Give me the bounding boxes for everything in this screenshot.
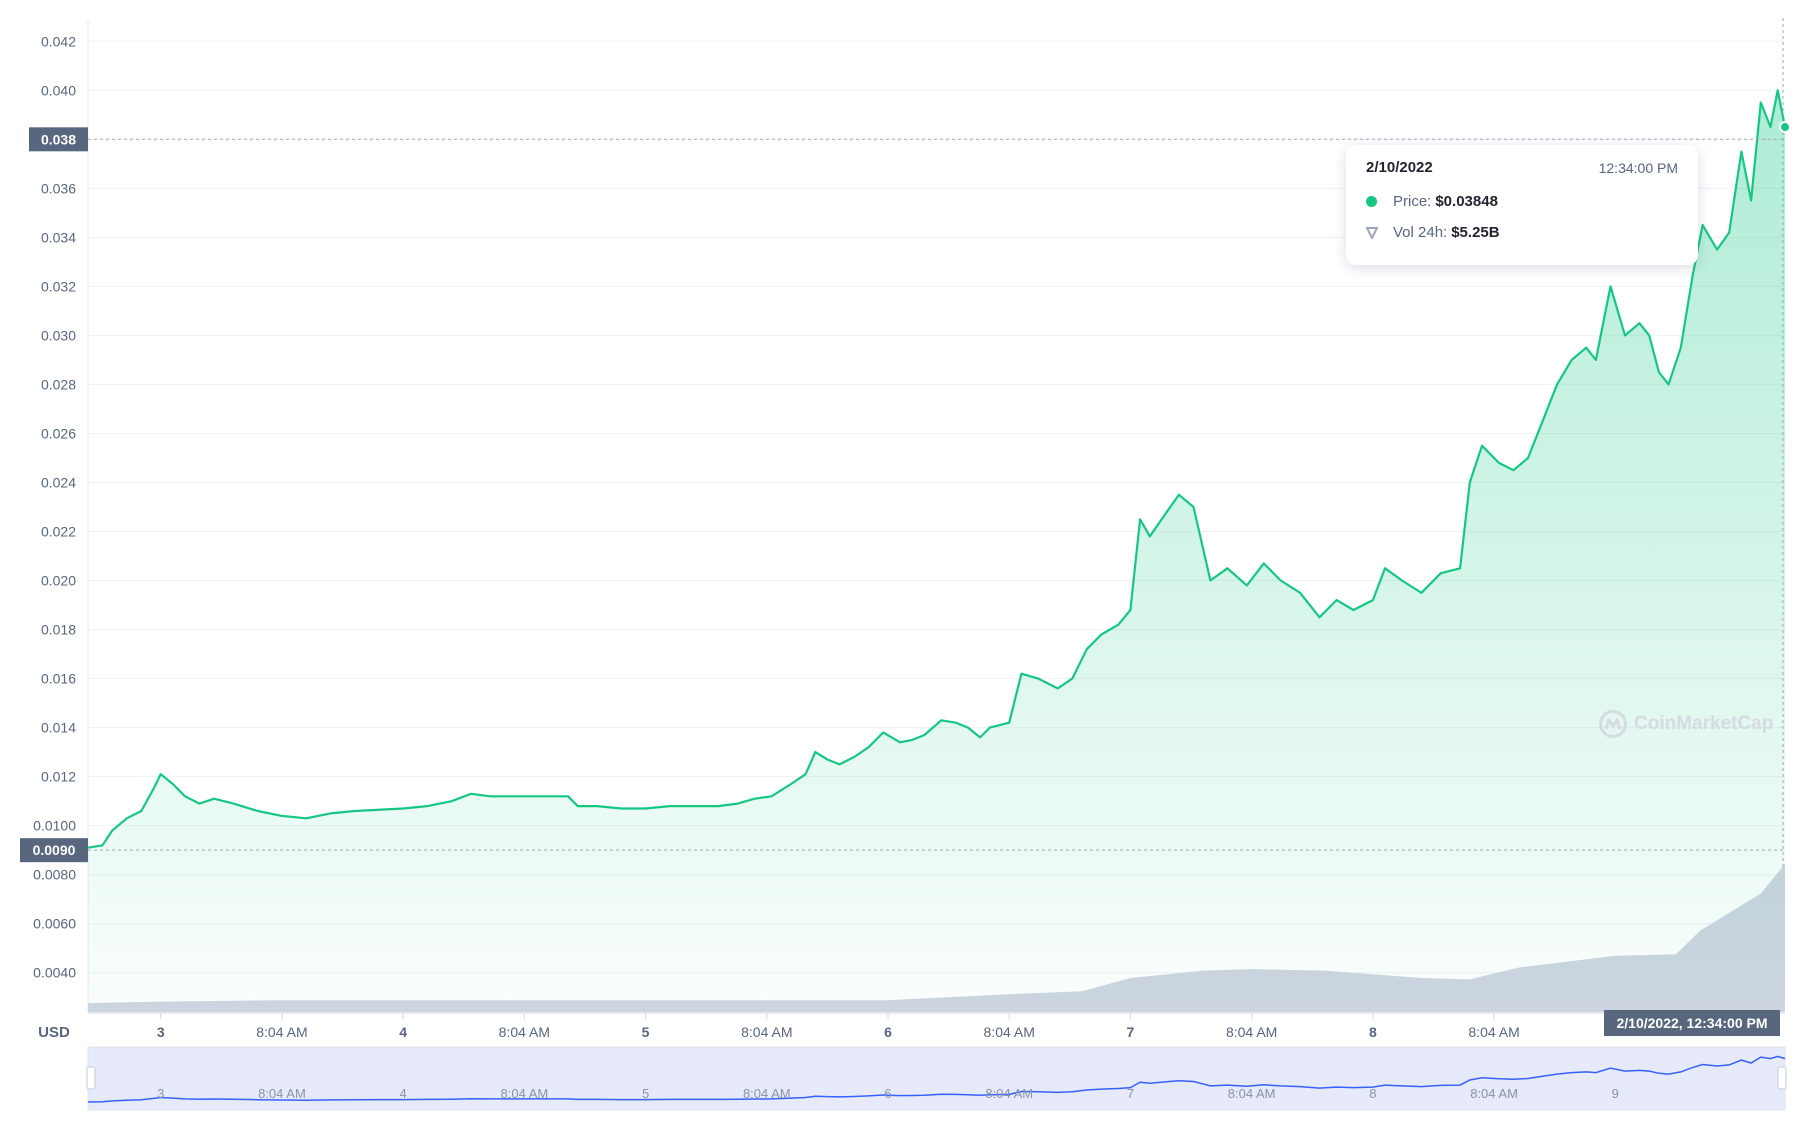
y-tick-label: 0.020 bbox=[41, 573, 76, 589]
y-tick-label: 0.014 bbox=[41, 720, 76, 736]
navigator-tick-label: 8 bbox=[1369, 1086, 1376, 1101]
tooltip-date: 2/10/2022 bbox=[1366, 159, 1433, 176]
y-tick-label: 0.012 bbox=[41, 769, 76, 785]
y-tick-label: 0.018 bbox=[41, 622, 76, 638]
y-tick-label: 0.022 bbox=[41, 524, 76, 540]
price-dot-icon bbox=[1366, 196, 1377, 207]
y-tick-label: 0.032 bbox=[41, 278, 76, 294]
coinmarketcap-logo-icon bbox=[1599, 710, 1627, 738]
navigator-line bbox=[87, 1055, 1786, 1103]
x-tick-label: 6 bbox=[884, 1024, 892, 1040]
y-tick-label: 0.026 bbox=[41, 425, 76, 441]
x-tick-label: 8:04 AM bbox=[1226, 1024, 1277, 1040]
navigator-tick-label: 3 bbox=[157, 1086, 164, 1101]
current-time-label-bg bbox=[1604, 1010, 1780, 1036]
x-tick-label: 8:04 AM bbox=[499, 1024, 550, 1040]
x-tick-label: 8:04 AM bbox=[256, 1024, 307, 1040]
x-tick-label: 8 bbox=[1369, 1024, 1377, 1040]
tooltip-volume-label: Vol 24h: bbox=[1393, 224, 1448, 241]
tooltip-price-row: Price: $0.03848 bbox=[1366, 193, 1498, 210]
low-price-label-bg bbox=[20, 838, 88, 863]
navigator-tick-label: 8:04 AM bbox=[501, 1086, 549, 1101]
coinmarketcap-watermark: CoinMarketCap bbox=[1598, 709, 1773, 739]
y-tick-label: 0.040 bbox=[41, 82, 76, 98]
current-time-label: 2/10/2022, 12:34:00 PM bbox=[1617, 1015, 1768, 1031]
navigator-tick-label: 8:04 AM bbox=[1228, 1086, 1276, 1101]
currency-label: USD bbox=[38, 1024, 70, 1041]
y-tick-label: 0.042 bbox=[41, 33, 76, 49]
navigator-tick-label: 7 bbox=[1127, 1086, 1134, 1101]
low-price-label: 0.0090 bbox=[33, 842, 76, 858]
tooltip-time: 12:34:00 PM bbox=[1598, 160, 1678, 176]
y-tick-label: 0.016 bbox=[41, 671, 76, 687]
tooltip-volume-row: Vol 24h: $5.25B bbox=[1366, 224, 1500, 241]
y-tick-label: 0.036 bbox=[41, 180, 76, 196]
y-tick-label: 0.030 bbox=[41, 327, 76, 343]
navigator-tick-label: 5 bbox=[642, 1086, 649, 1101]
price-area bbox=[88, 90, 1785, 1013]
navigator-tick-label: 4 bbox=[400, 1086, 407, 1101]
y-tick-label: 0.0040 bbox=[33, 965, 76, 981]
high-price-label: 0.038 bbox=[41, 131, 76, 147]
navigator-tick-label: 8:04 AM bbox=[258, 1086, 306, 1101]
y-tick-label: 0.034 bbox=[41, 229, 76, 245]
y-tick-label: 0.0060 bbox=[33, 916, 76, 932]
y-tick-label: 0.024 bbox=[41, 474, 76, 490]
navigator-tick-label: 9 bbox=[1612, 1086, 1619, 1101]
navigator-tick-label: 8:04 AM bbox=[743, 1086, 791, 1101]
tooltip-price-value: $0.03848 bbox=[1435, 193, 1498, 210]
x-tick-label: 8:04 AM bbox=[741, 1024, 792, 1040]
x-tick-label: 5 bbox=[642, 1024, 650, 1040]
y-tick-label: 0.028 bbox=[41, 376, 76, 392]
navigator-left-handle[interactable] bbox=[86, 1066, 96, 1090]
chart-tooltip: 2/10/2022 12:34:00 PM Price: $0.03848 Vo… bbox=[1346, 145, 1698, 265]
navigator-tick-label: 6 bbox=[884, 1086, 891, 1101]
y-tick-label: 0.0100 bbox=[33, 818, 76, 834]
volume-icon bbox=[1366, 226, 1378, 239]
x-tick-label: 8:04 AM bbox=[1468, 1024, 1519, 1040]
navigator-tick-label: 8:04 AM bbox=[1470, 1086, 1518, 1101]
navigator-right-handle[interactable] bbox=[1777, 1066, 1787, 1090]
x-tick-label: 8:04 AM bbox=[984, 1024, 1035, 1040]
x-tick-label: 7 bbox=[1127, 1024, 1135, 1040]
tooltip-price-label: Price: bbox=[1393, 193, 1432, 210]
tooltip-volume-value: $5.25B bbox=[1451, 224, 1500, 241]
x-tick-label: 3 bbox=[157, 1024, 165, 1040]
high-price-label-bg bbox=[29, 127, 88, 152]
navigator-tick-label: 8:04 AM bbox=[985, 1086, 1033, 1101]
y-tick-label: 0.0080 bbox=[33, 867, 76, 883]
price-line bbox=[87, 89, 1787, 849]
watermark-text: CoinMarketCap bbox=[1634, 713, 1774, 734]
x-tick-label: 4 bbox=[399, 1024, 407, 1040]
current-price-marker bbox=[1779, 121, 1791, 134]
